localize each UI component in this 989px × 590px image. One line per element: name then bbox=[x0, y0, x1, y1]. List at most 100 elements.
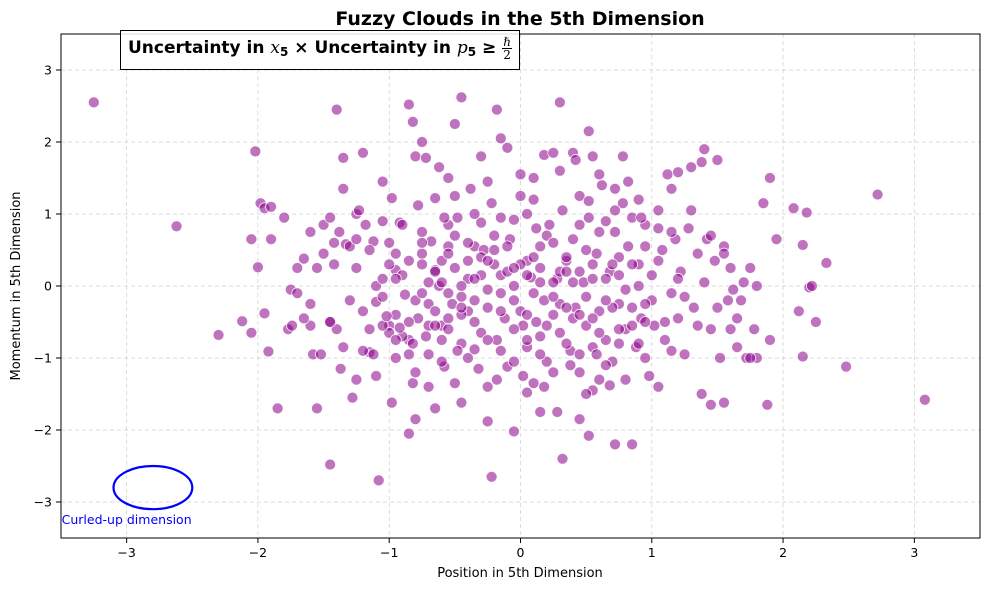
scatter-point-339 bbox=[718, 247, 730, 260]
scatter-point-71 bbox=[451, 211, 464, 224]
scatter-point-388 bbox=[547, 290, 560, 303]
scatter-point-302 bbox=[468, 316, 481, 328]
scatter-point-246 bbox=[403, 316, 415, 328]
annotation-text-3: ≥ bbox=[476, 38, 503, 58]
scatter-point-382 bbox=[468, 272, 481, 285]
scatter-point-337 bbox=[704, 229, 717, 242]
scatter-point-333 bbox=[678, 290, 691, 303]
scatter-point-42 bbox=[376, 175, 389, 188]
scatter-point-54 bbox=[409, 150, 422, 163]
scatter-point-329 bbox=[652, 254, 665, 267]
y-tick-label-2: −1 bbox=[34, 351, 52, 366]
scatter-point-378 bbox=[416, 287, 428, 300]
scatter-point-97 bbox=[527, 172, 540, 184]
scatter-point-146 bbox=[682, 222, 695, 235]
scatter-point-189 bbox=[403, 98, 415, 111]
scatter-point-335 bbox=[691, 319, 704, 332]
x-tick-label-5: 2 bbox=[779, 545, 787, 560]
scatter-point-412 bbox=[385, 192, 398, 205]
scatter-point-361 bbox=[494, 211, 507, 224]
scatter-point-26 bbox=[328, 258, 340, 271]
y-tick-label-0: −3 bbox=[34, 495, 52, 510]
chart-title: Fuzzy Clouds in the 5th Dimension bbox=[335, 8, 704, 30]
scatter-point-288 bbox=[363, 244, 376, 256]
scatter-point-228 bbox=[481, 415, 494, 428]
scatter-point-128 bbox=[622, 240, 635, 253]
scatter-point-403 bbox=[590, 348, 603, 361]
scatter-point-255 bbox=[481, 283, 494, 296]
scatter-point-409 bbox=[420, 330, 432, 343]
scatter-point-287 bbox=[357, 305, 369, 318]
y-axis-label: Momentum in 5th Dimension bbox=[9, 191, 24, 380]
scatter-point-236 bbox=[582, 429, 595, 442]
annotation-var-p: p bbox=[456, 38, 468, 58]
scatter-point-195 bbox=[442, 172, 455, 184]
scatter-point-182 bbox=[820, 257, 833, 269]
scatter-point-16 bbox=[291, 262, 304, 274]
scatter-point-381 bbox=[455, 301, 468, 314]
scatter-point-167 bbox=[748, 323, 761, 336]
scatter-point-401 bbox=[538, 380, 551, 393]
scatter-point-321 bbox=[593, 226, 606, 238]
scatter-point-214 bbox=[609, 182, 621, 195]
scatter-point-112 bbox=[573, 366, 586, 379]
scatter-point-225 bbox=[429, 402, 442, 415]
scatter-point-113 bbox=[573, 190, 586, 202]
scatter-point-308 bbox=[508, 323, 520, 336]
scatter-point-220 bbox=[695, 156, 708, 169]
scatter-point-417 bbox=[582, 195, 595, 207]
scatter-point-53 bbox=[406, 377, 419, 390]
scatter-point-151 bbox=[698, 143, 711, 156]
scatter-point-259 bbox=[508, 280, 520, 292]
scatter-point-180 bbox=[806, 280, 818, 292]
scatter-point-411 bbox=[359, 218, 372, 231]
scatter-point-89 bbox=[508, 213, 520, 226]
scatter-point-208 bbox=[553, 96, 566, 109]
scatter-point-210 bbox=[569, 154, 582, 166]
scatter-point-186 bbox=[350, 373, 363, 386]
scatter-point-386 bbox=[521, 308, 533, 321]
scatter-point-118 bbox=[590, 247, 603, 260]
scatter-point-98 bbox=[530, 316, 543, 328]
scatter-point-229 bbox=[485, 470, 498, 483]
annotation-sub-x: 5 bbox=[280, 45, 289, 59]
scatter-point-249 bbox=[442, 287, 455, 300]
scatter-point-305 bbox=[488, 229, 501, 242]
scatter-point-72 bbox=[455, 396, 468, 409]
scatter-point-233 bbox=[551, 406, 564, 418]
scatter-point-176 bbox=[796, 350, 809, 363]
x-axis-ticks: −3 −2 −1 0 1 2 3 bbox=[117, 538, 918, 560]
scatter-point-140 bbox=[661, 168, 674, 181]
scatter-point-197 bbox=[455, 91, 468, 104]
scatter-point-338 bbox=[711, 301, 724, 314]
scatter-point-64 bbox=[435, 334, 448, 346]
scatter-point-397 bbox=[451, 344, 464, 357]
scatter-point-310 bbox=[521, 334, 533, 346]
scatter-point-385 bbox=[508, 262, 520, 274]
scatter-point-4 bbox=[245, 233, 258, 246]
scatter-point-77 bbox=[468, 343, 481, 356]
scatter-point-70 bbox=[448, 190, 461, 202]
scatter-point-183 bbox=[840, 360, 852, 373]
scatter-point-148 bbox=[687, 301, 700, 314]
scatter-point-304 bbox=[481, 334, 494, 346]
scatter-point-103 bbox=[547, 308, 560, 321]
scatter-point-364 bbox=[534, 330, 547, 343]
scatter-point-1 bbox=[170, 220, 183, 233]
scatter-point-239 bbox=[619, 373, 632, 386]
scatter-point-353 bbox=[389, 247, 402, 260]
scatter-point-149 bbox=[691, 247, 704, 260]
x-tick-label-2: −1 bbox=[380, 545, 398, 560]
scatter-point-231 bbox=[521, 386, 533, 399]
scatter-point-155 bbox=[708, 254, 721, 267]
scatter-point-270 bbox=[580, 290, 593, 303]
scatter-point-354 bbox=[403, 348, 415, 361]
scatter-point-264 bbox=[540, 319, 553, 332]
scatter-point-389 bbox=[560, 265, 573, 278]
scatter-point-120 bbox=[595, 179, 608, 192]
scatter-point-224 bbox=[409, 413, 422, 426]
scatter-point-348 bbox=[324, 211, 337, 224]
scatter-point-50 bbox=[396, 218, 409, 231]
scatter-point-219 bbox=[672, 166, 684, 179]
